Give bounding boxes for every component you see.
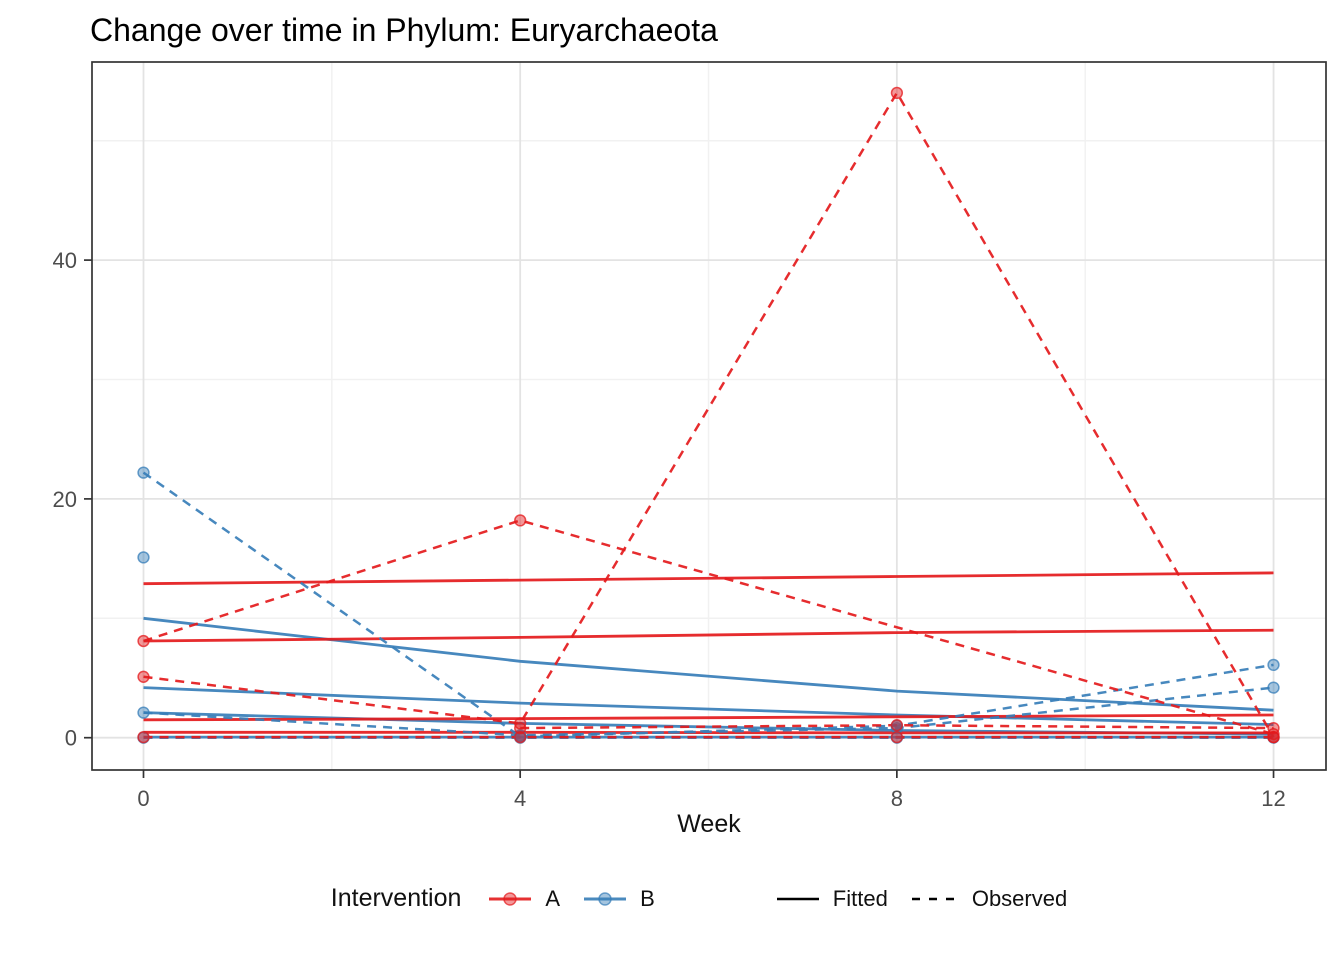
observed-point-A3-week-4 bbox=[514, 721, 527, 735]
observed-point-A1-week-0 bbox=[137, 634, 150, 648]
fitted-line-A2 bbox=[143, 628, 1274, 643]
observed-line-key-icon bbox=[911, 897, 958, 900]
observed-point-A1-week-4 bbox=[514, 514, 527, 527]
observed-point-A4-week-12 bbox=[1267, 730, 1280, 744]
legend-label-b: B bbox=[640, 885, 655, 911]
legend: Intervention A B Fitted Observed bbox=[0, 884, 1344, 913]
observed-point-A4-week-0 bbox=[137, 730, 150, 744]
observed-point-B2-week-0 bbox=[137, 551, 150, 564]
observed-line-A3 bbox=[520, 723, 1274, 730]
observed-point-A3-week-8 bbox=[890, 719, 904, 732]
group-a-key-icon bbox=[489, 891, 532, 906]
legend-label-fitted: Fitted bbox=[832, 885, 888, 911]
y-tick-label: 40 bbox=[53, 248, 77, 273]
chart-title: Change over time in Phylum: Euryarchaeot… bbox=[90, 12, 718, 48]
observed-line-A1 bbox=[143, 519, 1274, 736]
observed-point-A2-week-8 bbox=[890, 86, 904, 100]
observed-point-B1-week-0 bbox=[137, 466, 150, 479]
legend-item-fitted: Fitted bbox=[775, 886, 888, 912]
legend-item-group-a: A bbox=[487, 886, 560, 912]
legend-label-a: A bbox=[545, 885, 561, 911]
observed-point-B1-week-12 bbox=[1267, 658, 1280, 672]
panel-border bbox=[91, 61, 1327, 771]
observed-point-A3-week-12 bbox=[1267, 721, 1280, 735]
x-tick-label: 8 bbox=[891, 786, 903, 811]
fitted-line-A3 bbox=[143, 713, 1274, 722]
legend-item-observed: Observed bbox=[910, 886, 1067, 912]
fitted-line-B2 bbox=[143, 686, 1274, 726]
x-tick-label: 0 bbox=[137, 786, 149, 811]
observed-point-A4-week-4 bbox=[514, 730, 527, 744]
legend-title: Intervention bbox=[330, 884, 462, 912]
observed-point-A4-week-8 bbox=[890, 730, 904, 744]
x-axis-title: Week bbox=[677, 810, 741, 838]
group-b-key-icon bbox=[584, 891, 627, 906]
legend-label-observed: Observed bbox=[971, 885, 1068, 911]
observed-point-A2-week-0 bbox=[137, 670, 150, 683]
y-tick-label: 20 bbox=[53, 487, 77, 512]
observed-point-B3-week-12 bbox=[1267, 681, 1280, 694]
observed-line-B3 bbox=[143, 686, 1274, 737]
x-tick-label: 4 bbox=[514, 786, 526, 811]
fitted-line-key-icon bbox=[776, 897, 819, 900]
plot-area: 0 4 8 12 0 20 40 bbox=[53, 61, 1327, 811]
legend-item-group-b: B bbox=[582, 886, 655, 912]
observed-point-B3-week-0 bbox=[137, 706, 150, 719]
y-tick-label: 0 bbox=[65, 726, 77, 751]
x-tick-label: 12 bbox=[1261, 786, 1285, 811]
